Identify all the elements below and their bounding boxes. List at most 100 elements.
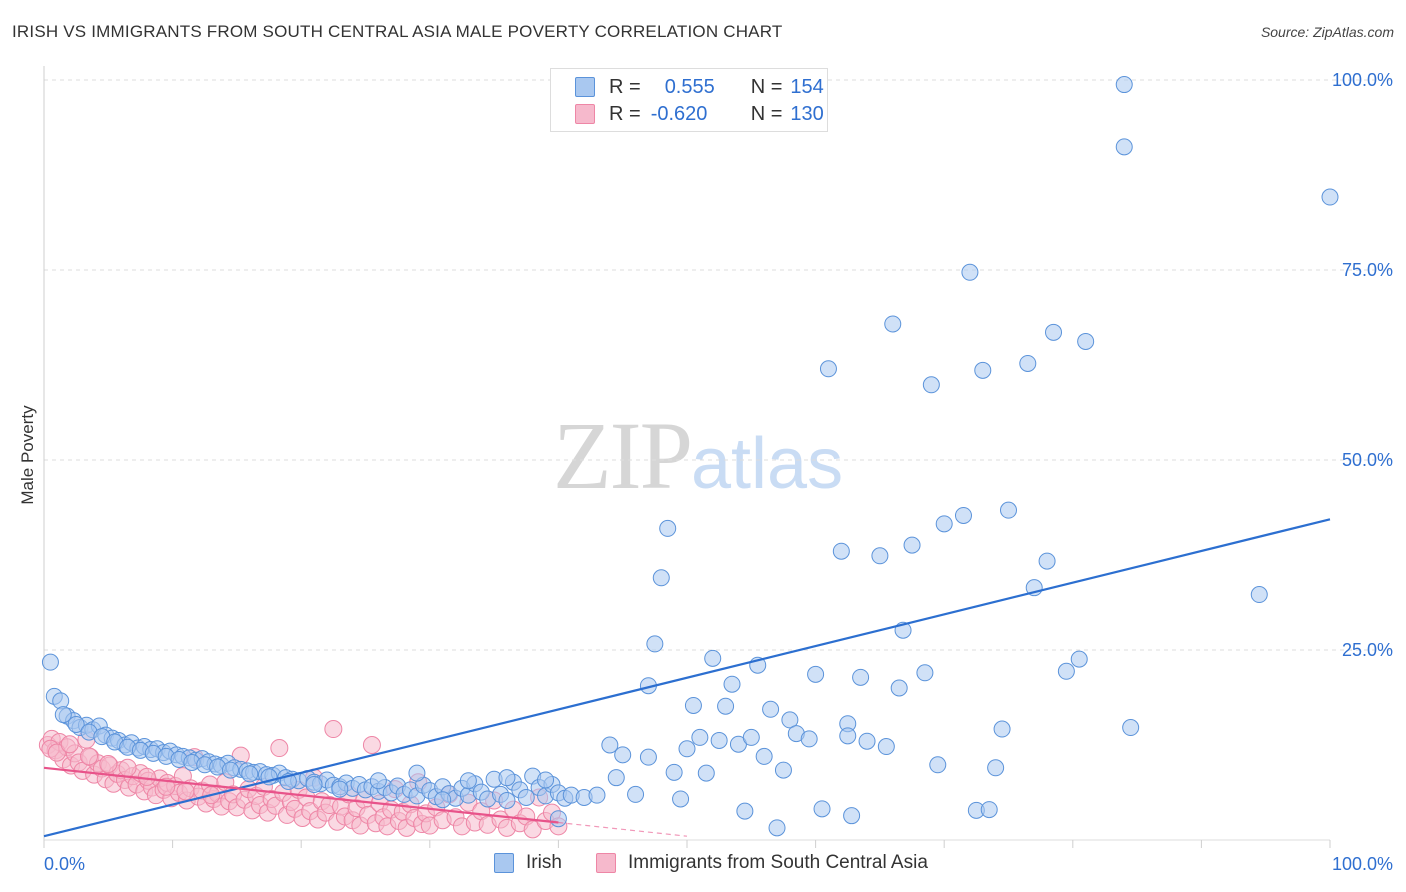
data-point-irish: [993, 720, 1011, 738]
data-point-irish: [755, 747, 773, 765]
data-point-irish: [1038, 552, 1056, 570]
data-point-irish: [935, 515, 953, 533]
y-tick-label: 50.0%: [1342, 450, 1393, 470]
data-point-irish: [498, 791, 516, 809]
data-point-irish: [549, 810, 567, 828]
watermark-zip: ZIP: [553, 402, 693, 509]
data-point-irish: [607, 769, 625, 787]
data-point-irish: [768, 819, 786, 837]
trend-line-irish: [43, 518, 1331, 838]
data-point-irish: [1115, 76, 1133, 94]
data-point-irish: [221, 761, 239, 779]
data-point-irish: [54, 706, 72, 724]
data-point-irish: [890, 679, 908, 697]
legend: R = 0.555 N = 154 R = -0.620 N = 130: [550, 68, 828, 132]
data-point-irish: [852, 668, 870, 686]
data-point-irish: [408, 764, 426, 782]
bottom-legend-irish: Irish: [494, 852, 562, 874]
data-point-immigrants: [137, 767, 156, 786]
data-point-irish: [67, 715, 85, 733]
y-tick-label: 100.0%: [1332, 70, 1393, 90]
data-point-irish: [781, 711, 799, 729]
watermark-atlas: atlas: [691, 424, 844, 504]
data-point-irish: [980, 801, 998, 819]
data-point-irish: [858, 732, 876, 750]
data-point-immigrants: [118, 758, 137, 777]
data-point-irish: [742, 728, 760, 746]
data-point-immigrants: [362, 736, 381, 754]
y-tick-label: 75.0%: [1342, 260, 1393, 280]
data-point-irish: [954, 506, 972, 524]
data-point-immigrants: [47, 743, 66, 762]
data-point-irish: [652, 569, 670, 587]
data-point-immigrants: [270, 739, 289, 758]
bottom-legend-swatch-immigrants: [596, 853, 616, 873]
data-point-irish: [588, 786, 606, 804]
data-point-irish: [614, 746, 632, 764]
data-point-irish: [1321, 188, 1339, 206]
data-point-irish: [961, 263, 979, 281]
data-point-irish: [498, 769, 516, 787]
data-point-irish: [704, 649, 722, 667]
data-point-irish: [697, 764, 715, 782]
data-point-irish: [41, 653, 59, 671]
data-point-irish: [884, 315, 902, 333]
data-point-irish: [1045, 323, 1063, 341]
data-point-irish: [877, 738, 895, 756]
data-point-irish: [710, 731, 728, 749]
data-point-irish: [819, 360, 837, 378]
data-point-irish: [839, 727, 857, 745]
data-point-irish: [723, 675, 741, 693]
bottom-legend-label-irish: Irish: [526, 852, 562, 873]
data-point-irish: [646, 635, 664, 653]
data-point-irish: [1057, 662, 1075, 680]
data-point-irish: [813, 800, 831, 818]
data-point-irish: [659, 519, 677, 537]
legend-n-value: 130: [790, 102, 824, 125]
legend-r-value: 0.555: [664, 75, 715, 98]
data-point-irish: [537, 771, 555, 789]
data-point-irish: [241, 765, 259, 783]
data-point-immigrants: [80, 747, 99, 766]
legend-n-label: N =: [750, 102, 783, 125]
bottom-legend-label-immigrants: Immigrants from South Central Asia: [628, 852, 928, 873]
data-point-irish: [684, 696, 702, 714]
legend-n-label: N =: [750, 75, 783, 98]
data-point-immigrants: [176, 782, 195, 801]
data-point-irish: [1077, 332, 1095, 350]
bottom-legend-immigrants: Immigrants from South Central Asia: [596, 852, 928, 874]
legend-r-label: R =: [609, 75, 641, 98]
data-point-irish: [717, 697, 735, 715]
legend-row-irish: R = 0.555 N = 154: [575, 74, 824, 100]
data-point-irish: [305, 776, 323, 794]
x-tick-label: 0.0%: [44, 854, 85, 874]
legend-row-immigrants: R = -0.620 N = 130: [575, 101, 824, 127]
data-point-irish: [517, 788, 535, 806]
legend-swatch-immigrants: [575, 104, 595, 124]
data-point-immigrants: [157, 777, 176, 796]
data-point-irish: [672, 790, 690, 808]
data-point-irish: [331, 780, 349, 798]
data-point-irish: [678, 740, 696, 758]
data-point-irish: [922, 376, 940, 394]
y-axis-label: Male Poverty: [18, 405, 37, 505]
data-point-irish: [903, 536, 921, 554]
legend-n-value: 154: [790, 75, 824, 98]
data-point-irish: [987, 759, 1005, 777]
data-point-irish: [916, 664, 934, 682]
data-point-irish: [929, 756, 947, 774]
source-label: Source: ZipAtlas.com: [1260, 24, 1394, 40]
data-point-irish: [1019, 354, 1037, 372]
legend-swatch-irish: [575, 77, 595, 97]
data-point-immigrants: [324, 720, 343, 739]
data-point-irish: [1115, 138, 1133, 156]
data-point-irish: [434, 791, 452, 809]
data-point-irish: [1070, 650, 1088, 668]
data-point-irish: [774, 761, 792, 779]
data-point-irish: [1122, 719, 1140, 737]
data-point-immigrants: [99, 755, 118, 773]
data-point-irish: [800, 730, 818, 748]
bottom-legend-swatch-irish: [494, 853, 514, 873]
data-point-irish: [807, 665, 825, 683]
